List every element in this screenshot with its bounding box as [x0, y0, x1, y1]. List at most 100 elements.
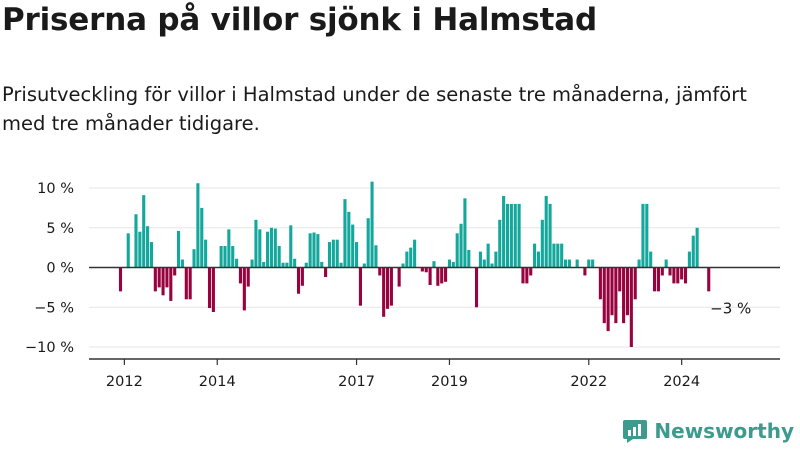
bar — [540, 219, 544, 268]
x-tick-label: 2022 — [570, 374, 607, 390]
bar — [629, 267, 633, 347]
bar — [327, 242, 332, 268]
bar — [374, 245, 378, 268]
bar — [331, 239, 335, 268]
bar — [536, 251, 541, 268]
bar — [227, 229, 231, 268]
x-tick-label: 2012 — [106, 374, 143, 390]
bar — [583, 267, 587, 276]
bar — [177, 230, 181, 268]
bar — [343, 199, 347, 268]
bar — [405, 251, 409, 268]
bar — [525, 267, 529, 284]
y-tick-label: −10 % — [25, 340, 74, 356]
y-tick-label: 10 % — [37, 181, 74, 197]
bar — [451, 261, 455, 268]
chart-subtitle: Prisutveckling för villor i Halmstad und… — [2, 83, 747, 135]
bar — [428, 267, 432, 285]
bar — [316, 234, 320, 268]
bar — [676, 267, 680, 284]
bar — [246, 267, 250, 287]
bar — [591, 259, 595, 268]
chart-title: Priserna på villor sjönk i Halmstad — [2, 2, 597, 38]
bar — [467, 250, 471, 268]
x-tick-label: 2024 — [663, 374, 700, 390]
bar — [138, 231, 142, 268]
bar — [173, 267, 177, 276]
bar — [401, 263, 405, 268]
bar — [533, 243, 537, 268]
bar — [157, 267, 161, 288]
bar — [300, 267, 304, 286]
bar — [293, 258, 297, 268]
bar — [200, 207, 204, 268]
bar — [614, 267, 618, 324]
bar — [204, 239, 208, 268]
gridlines — [89, 187, 780, 348]
bar — [207, 267, 212, 309]
x-axis: 2012 2014 2017 2019 2022 2024 — [89, 358, 780, 390]
bar — [695, 227, 699, 268]
y-tick-label: 5 % — [46, 221, 74, 237]
bar — [564, 259, 568, 268]
bar — [192, 249, 196, 268]
bar — [378, 267, 382, 276]
bar — [447, 259, 451, 268]
bar — [335, 239, 339, 268]
bar — [382, 267, 386, 317]
bar — [312, 232, 316, 268]
bar — [142, 195, 146, 268]
bar — [269, 227, 273, 268]
bar — [420, 267, 424, 272]
bar — [509, 203, 513, 268]
bar — [587, 259, 591, 268]
bar — [165, 267, 169, 288]
bar — [188, 267, 192, 300]
bar — [324, 267, 328, 278]
bar — [610, 267, 614, 316]
last-value-label: −3 % — [710, 299, 751, 317]
y-tick-label: 0 % — [46, 261, 74, 277]
bar — [149, 242, 154, 268]
bar — [254, 219, 258, 268]
bar — [134, 214, 138, 268]
bar — [556, 243, 560, 268]
bar — [351, 224, 355, 268]
bar — [358, 267, 362, 306]
bar — [513, 203, 517, 268]
bar — [219, 246, 223, 268]
bar — [602, 267, 606, 324]
newsworthy-logo: Newsworthy — [622, 418, 794, 444]
bar — [459, 223, 463, 268]
bar — [498, 219, 502, 268]
bar — [211, 267, 215, 313]
bar — [560, 243, 564, 268]
bar — [281, 262, 285, 268]
bar — [409, 247, 413, 268]
bar — [687, 251, 691, 268]
bar — [544, 195, 548, 268]
y-axis: 10 % 5 % 0 % −5 % −10 % — [25, 181, 74, 356]
bar — [517, 203, 521, 268]
bar — [680, 267, 684, 280]
bar — [653, 267, 657, 292]
bar — [347, 211, 351, 268]
bar — [521, 267, 525, 284]
bar — [370, 181, 374, 268]
bar — [266, 231, 270, 268]
bar — [482, 259, 486, 268]
bar — [478, 251, 482, 268]
x-tick-label: 2017 — [338, 374, 375, 390]
bar — [304, 262, 308, 268]
bar — [231, 246, 235, 268]
bar — [161, 267, 165, 296]
bar — [320, 261, 324, 268]
bar — [339, 262, 343, 268]
bar — [637, 259, 641, 268]
bar — [389, 267, 393, 306]
bar — [235, 258, 239, 268]
bar — [289, 225, 293, 268]
bar — [362, 263, 366, 268]
bar — [664, 259, 668, 268]
